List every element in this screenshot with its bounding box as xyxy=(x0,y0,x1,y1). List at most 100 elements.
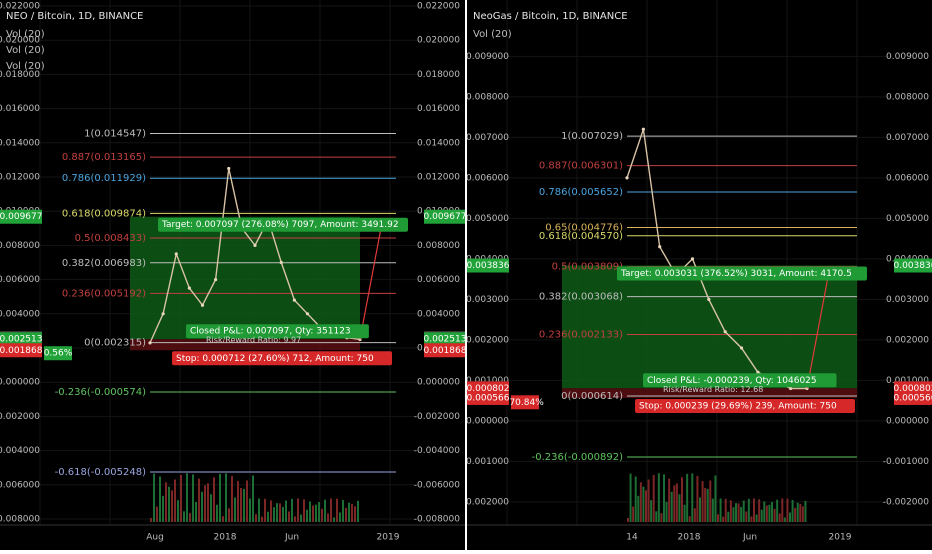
price-badge: 0.003836 xyxy=(894,261,932,271)
volume-bar xyxy=(670,491,673,522)
volume-bar xyxy=(760,509,763,522)
y-tick-label-right: 0.016000 xyxy=(417,104,460,114)
volume-bar xyxy=(665,501,668,522)
volume-bar xyxy=(321,508,323,522)
volume-bar xyxy=(213,477,215,522)
volume-bar xyxy=(683,504,686,522)
volume-bar xyxy=(252,475,254,522)
volume-bar xyxy=(222,516,224,522)
price-point xyxy=(707,297,711,301)
volume-bar xyxy=(195,501,197,522)
volume-bar xyxy=(768,504,771,522)
y-tick-label-right: 0.008000 xyxy=(417,241,460,251)
volume-bar xyxy=(681,477,683,522)
volume-bar xyxy=(183,511,185,522)
price-badge-left: 0.000802 xyxy=(467,384,509,394)
x-tick-label: Aug xyxy=(146,533,164,543)
volume-bar xyxy=(693,508,696,522)
volume-bar xyxy=(758,499,761,522)
price-point xyxy=(253,243,257,247)
volume-bar xyxy=(285,500,287,522)
price-badge-left: 0.001868 xyxy=(0,346,43,356)
indicator-label: Vol (20) xyxy=(473,29,512,40)
volume-bar xyxy=(776,499,779,522)
neo-btc-chart[interactable]: 1(0.014547) 0.887(0.013165) 0.786(0.011929… xyxy=(0,0,467,550)
y-tick-label-left: 0.007000 xyxy=(467,133,509,143)
volume-bar xyxy=(673,485,676,522)
indicator-label: Vol (20) xyxy=(6,45,45,56)
volume-bar xyxy=(794,507,797,522)
fib-level-label: 0.887(0.006301) xyxy=(539,161,623,172)
risk-reward-label: Risk/Reward Ratio: 9.97 xyxy=(206,336,301,345)
price-point xyxy=(305,312,310,316)
fib-level-label: -0.236(-0.000892) xyxy=(532,452,623,463)
volume-bar xyxy=(174,479,176,522)
volume-bar xyxy=(714,475,717,522)
fib-level-label: 0.236(0.005192) xyxy=(62,288,146,299)
volume-bar xyxy=(279,503,281,522)
chart-title: NEO / Bitcoin, 1D, BINANCE xyxy=(6,11,143,22)
y-tick-label-right: -0.001000 xyxy=(883,457,929,467)
y-tick-label-right: -0.002000 xyxy=(414,412,460,422)
price-point xyxy=(148,341,152,345)
volume-bar xyxy=(339,512,341,522)
volume-bar xyxy=(189,513,191,522)
price-badge-bg xyxy=(424,332,466,347)
volume-bar xyxy=(717,514,719,522)
stop-label-bg xyxy=(635,398,855,413)
y-tick-label-left: 0.000000 xyxy=(0,378,40,388)
target-label-bg xyxy=(158,217,408,232)
volume-bar xyxy=(791,500,794,522)
y-tick-label-right: 0.000000 xyxy=(417,378,460,388)
volume-bar xyxy=(735,503,737,522)
closed-pnl-label: Closed P&L: -0.000239, Qty: 1046025 xyxy=(647,376,817,386)
price-point xyxy=(756,370,760,374)
y-tick-label-left: 0.000000 xyxy=(467,416,509,426)
volume-bar xyxy=(763,501,766,522)
price-badge-left-bg xyxy=(0,343,42,358)
price-badge-left-bg xyxy=(467,258,509,273)
volume-bar xyxy=(778,513,781,522)
y-tick-label-left: -0.002000 xyxy=(467,497,509,507)
y-tick-label-left: -0.002000 xyxy=(0,412,40,422)
volume-bar xyxy=(804,500,807,522)
target-label: Target: 0.003031 (376.52%) 3031, Amount:… xyxy=(620,269,852,279)
volume-bar xyxy=(722,516,725,522)
target-label-bg xyxy=(617,266,867,281)
neogas-btc-chart[interactable]: 1(0.007029) 0.887(0.006301) 0.786(0.005652… xyxy=(463,0,932,550)
volume-bar xyxy=(747,498,750,522)
volume-bar xyxy=(634,476,637,522)
volume-bar xyxy=(750,516,753,522)
volume-bar xyxy=(225,473,227,522)
y-tick-label-right: -0.004000 xyxy=(414,446,460,456)
volume-bar xyxy=(294,516,296,522)
y-tick-label-right: 0.008000 xyxy=(886,92,929,102)
price-point xyxy=(805,386,809,391)
volume-bar xyxy=(799,503,802,522)
target-label: Target: 0.007097 (276.08%) 7097, Amount:… xyxy=(161,220,399,230)
volume-bar xyxy=(258,498,260,522)
fib-level-label: 0(0.000614) xyxy=(561,391,623,402)
y-tick-label-right: 0.001000 xyxy=(886,376,929,386)
neo-btc-chart-panel[interactable]: 1(0.014547) 0.887(0.013165) 0.786(0.011929… xyxy=(0,0,467,550)
volume-bar xyxy=(171,490,173,522)
volume-bar xyxy=(688,516,691,522)
volume-bar xyxy=(288,511,290,522)
volume-bar xyxy=(729,500,732,522)
indicator-label: Vol (20) xyxy=(6,61,45,72)
price-badge-bg xyxy=(424,343,466,358)
volume-bar xyxy=(753,498,755,522)
volume-bar xyxy=(719,498,722,522)
y-tick-label-right: 0.018000 xyxy=(417,70,460,80)
volume-bar xyxy=(273,507,275,522)
volume-bar xyxy=(267,511,269,522)
volume-bar xyxy=(652,474,655,522)
fib-level-label: 0.618(0.004570) xyxy=(539,231,623,242)
price-badge: 0.002513 xyxy=(424,335,465,345)
volume-bar xyxy=(675,483,678,522)
volume-bar xyxy=(686,473,689,522)
volume-bar xyxy=(348,502,350,522)
neogas-btc-chart-panel[interactable]: 1(0.007029) 0.887(0.006301) 0.786(0.005652… xyxy=(463,0,932,550)
price-badge-bg xyxy=(894,390,932,405)
x-tick-label: 2019 xyxy=(377,533,400,543)
